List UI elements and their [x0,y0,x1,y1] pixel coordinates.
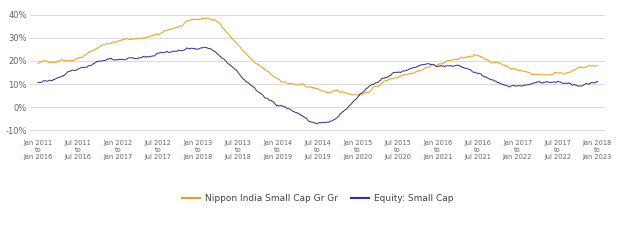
Legend: Nippon India Small Cap Gr Gr, Equity: Small Cap: Nippon India Small Cap Gr Gr, Equity: Sm… [178,190,457,206]
